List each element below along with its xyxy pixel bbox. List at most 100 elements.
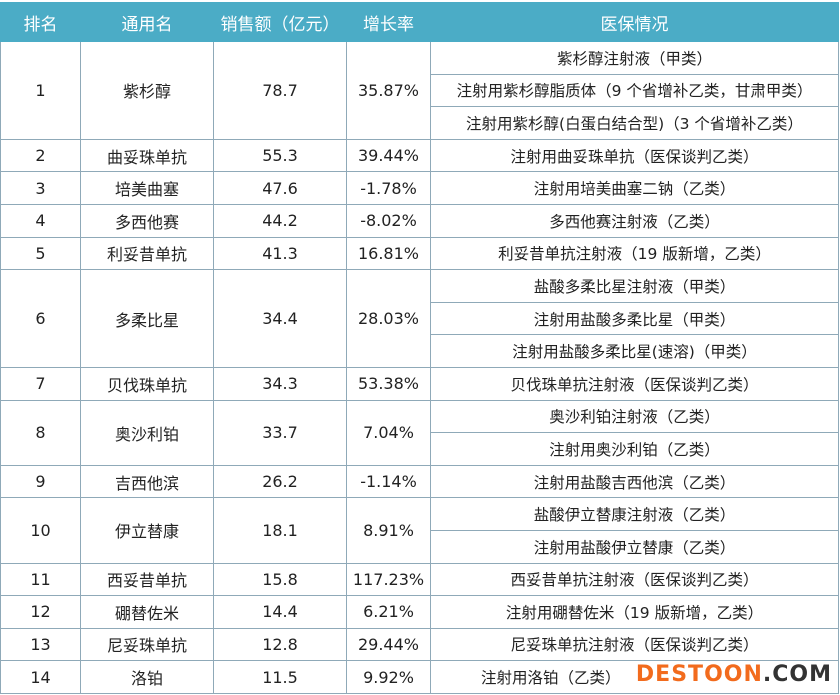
- cell-growth: 39.44%: [346, 138, 431, 173]
- cell-insurance: 注射用曲妥珠单抗（医保谈判乙类）: [430, 138, 839, 173]
- cell-sales: 55.3: [213, 138, 347, 173]
- cell-insurance: 注射用盐酸多柔比星(速溶)（甲类）: [430, 334, 839, 368]
- table-row: 注射用奥沙利铂（乙类）: [1, 432, 839, 466]
- cell-growth: 16.81%: [346, 236, 431, 271]
- cell-rank: 1: [0, 41, 81, 140]
- cell-insurance: 注射用紫杉醇脂质体（9 个省增补乙类，甘肃甲类）: [430, 73, 839, 108]
- cell-rank: 8: [0, 399, 81, 466]
- cell-rank: 11: [0, 562, 81, 597]
- destoon-watermark: DESTOON.COM: [636, 662, 832, 687]
- cell-insurance: 注射用硼替佐米（19 版新增，乙类）: [430, 595, 839, 629]
- table-row: 注射用紫杉醇(白蛋白结合型)（3 个省增补乙类）: [1, 106, 839, 140]
- table-row: 注射用盐酸伊立替康（乙类）: [1, 529, 839, 564]
- cell-growth: -1.14%: [346, 464, 431, 499]
- cell-insurance: 注射用奥沙利铂（乙类）: [430, 432, 839, 466]
- cell-name: 贝伐珠单抗: [80, 366, 214, 401]
- cell-name: 曲妥珠单抗: [80, 138, 214, 173]
- cell-rank: 9: [0, 464, 81, 499]
- cell-insurance: 盐酸伊立替康注射液（乙类）: [430, 497, 839, 531]
- table-row: 5 利妥昔单抗 41.3 16.81% 利妥昔单抗注射液（19 版新增，乙类）: [0, 236, 839, 271]
- cell-growth: 9.92%: [346, 660, 431, 694]
- cell-name: 紫杉醇: [80, 41, 214, 140]
- cell-name: 尼妥珠单抗: [80, 627, 214, 662]
- table-row: 4 多西他赛 44.2 -8.02% 多西他赛注射液（乙类）: [0, 203, 839, 238]
- table-row: 6 多柔比星 34.4 28.03% 盐酸多柔比星注射液（甲类）: [0, 269, 839, 368]
- cell-growth: -8.02%: [346, 203, 431, 238]
- cell-sales: 18.1: [213, 497, 347, 564]
- cell-insurance: 奥沙利铂注射液（乙类）: [430, 399, 839, 434]
- header-growth: 增长率: [346, 2, 431, 42]
- table-row: 9 吉西他滨 26.2 -1.14% 注射用盐酸吉西他滨（乙类）: [0, 464, 839, 499]
- header-insurance: 医保情况: [430, 2, 839, 42]
- cell-rank: 3: [0, 171, 81, 205]
- cell-name: 吉西他滨: [80, 464, 214, 499]
- cell-name: 伊立替康: [80, 497, 214, 564]
- cell-insurance: 盐酸多柔比星注射液（甲类）: [430, 269, 839, 303]
- cell-sales: 44.2: [213, 203, 347, 238]
- table-row: 10 伊立替康 18.1 8.91% 盐酸伊立替康注射液（乙类）: [0, 497, 839, 564]
- cell-name: 多柔比星: [80, 269, 214, 368]
- table-row: 12 硼替佐米 14.4 6.21% 注射用硼替佐米（19 版新增，乙类）: [0, 595, 839, 629]
- table-row: 注射用紫杉醇脂质体（9 个省增补乙类，甘肃甲类）: [1, 73, 839, 108]
- table-row: 注射用盐酸多柔比星(速溶)（甲类）: [1, 334, 839, 368]
- cell-sales: 14.4: [213, 595, 347, 629]
- cell-sales: 12.8: [213, 627, 347, 662]
- cell-growth: 29.44%: [346, 627, 431, 662]
- watermark-main: DESTOON: [635, 662, 763, 687]
- cell-rank: 12: [0, 595, 81, 629]
- cell-sales: 34.3: [213, 366, 347, 401]
- cell-sales: 34.4: [213, 269, 347, 368]
- table-row: 11 西妥昔单抗 15.8 117.23% 西妥昔单抗注射液（医保谈判乙类）: [0, 562, 839, 597]
- cell-rank: 14: [0, 660, 81, 694]
- header-rank: 排名: [0, 2, 81, 42]
- cell-name: 多西他赛: [80, 203, 214, 238]
- cell-sales: 11.5: [213, 660, 347, 694]
- cell-insurance: 西妥昔单抗注射液（医保谈判乙类）: [430, 562, 839, 597]
- cell-growth: 7.04%: [346, 399, 431, 466]
- cell-name: 硼替佐米: [80, 595, 214, 629]
- cell-name: 奥沙利铂: [80, 399, 214, 466]
- cell-growth: 8.91%: [346, 497, 431, 564]
- cell-insurance: 注射用盐酸吉西他滨（乙类）: [430, 464, 839, 499]
- table-row: 1 紫杉醇 78.7 35.87% 紫杉醇注射液（甲类）: [0, 41, 839, 140]
- table-row: 2 曲妥珠单抗 55.3 39.44% 注射用曲妥珠单抗（医保谈判乙类）: [0, 138, 839, 173]
- cell-sales: 33.7: [213, 399, 347, 466]
- cell-rank: 5: [0, 236, 81, 271]
- table-row: 8 奥沙利铂 33.7 7.04% 奥沙利铂注射液（乙类）: [0, 399, 839, 466]
- cell-insurance: 注射用盐酸伊立替康（乙类）: [430, 529, 839, 564]
- cell-rank: 6: [0, 269, 81, 368]
- cell-insurance: 贝伐珠单抗注射液（医保谈判乙类）: [430, 366, 839, 401]
- cell-growth: 6.21%: [346, 595, 431, 629]
- cell-name: 培美曲塞: [80, 171, 214, 205]
- cell-insurance: 注射用培美曲塞二钠（乙类）: [430, 171, 839, 205]
- header-sales: 销售额（亿元）: [213, 2, 347, 42]
- cell-rank: 4: [0, 203, 81, 238]
- cell-growth: 117.23%: [346, 562, 431, 597]
- header-name: 通用名: [80, 2, 214, 42]
- cell-sales: 47.6: [213, 171, 347, 205]
- cell-growth: -1.78%: [346, 171, 431, 205]
- cell-growth: 53.38%: [346, 366, 431, 401]
- cell-name: 利妥昔单抗: [80, 236, 214, 271]
- cell-name: 西妥昔单抗: [80, 562, 214, 597]
- cell-rank: 10: [0, 497, 81, 564]
- cell-rank: 13: [0, 627, 81, 662]
- cell-sales: 26.2: [213, 464, 347, 499]
- header-row: 排名 通用名 销售额（亿元） 增长率 医保情况: [0, 2, 839, 42]
- cell-sales: 15.8: [213, 562, 347, 597]
- table-row: 7 贝伐珠单抗 34.3 53.38% 贝伐珠单抗注射液（医保谈判乙类）: [0, 366, 839, 401]
- cell-insurance: 尼妥珠单抗注射液（医保谈判乙类）: [430, 627, 839, 662]
- watermark-suffix: .COM: [762, 662, 832, 687]
- cell-growth: 28.03%: [346, 269, 431, 368]
- cell-rank: 7: [0, 366, 81, 401]
- cell-insurance: 注射用洛铂（乙类）: [430, 660, 839, 694]
- cell-sales: 78.7: [213, 41, 347, 140]
- cell-insurance: 紫杉醇注射液（甲类）: [430, 41, 839, 75]
- cell-growth: 35.87%: [346, 41, 431, 140]
- cell-sales: 41.3: [213, 236, 347, 271]
- table-row: 14 洛铂 11.5 9.92% 注射用洛铂（乙类）: [0, 660, 839, 694]
- cell-rank: 2: [0, 138, 81, 173]
- cell-insurance: 利妥昔单抗注射液（19 版新增，乙类）: [430, 236, 839, 271]
- cell-insurance: 注射用紫杉醇(白蛋白结合型)（3 个省增补乙类）: [430, 106, 839, 140]
